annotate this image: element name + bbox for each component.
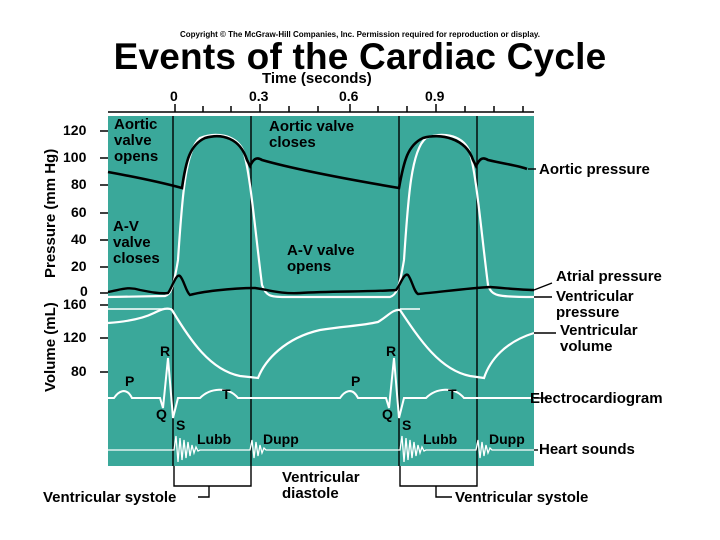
pressure-tick-80: 80 <box>71 176 87 192</box>
lubb-label-2: Lubb <box>423 431 458 447</box>
av-valve-opens-label: A-V valve opens <box>287 242 355 275</box>
ecg-s-wave-2: S <box>402 417 412 433</box>
time-tick-0-9: 0.9 <box>425 88 445 104</box>
ventricular-diastole-label: Ventricular diastole <box>282 469 360 502</box>
volume-axis-label: Volume (mL) <box>42 302 59 392</box>
aortic-valve-closes-label: Aortic valve closes <box>269 118 355 151</box>
pressure-tick-40: 40 <box>71 231 87 247</box>
pressure-tick-0: 0 <box>80 283 88 299</box>
volume-tick-120: 120 <box>63 329 87 345</box>
electrocardiogram-label: Electrocardiogram <box>530 390 663 407</box>
ecg-r-wave-1: R <box>160 343 171 359</box>
ventricular-systole-label-1: Ventricular systole <box>43 489 177 506</box>
time-tick-0-6: 0.6 <box>339 88 359 104</box>
time-tick-0-3: 0.3 <box>249 88 269 104</box>
heart-sounds-label: Heart sounds <box>539 441 635 458</box>
pressure-tick-20: 20 <box>71 258 87 274</box>
ecg-q-wave-1: Q <box>156 406 167 422</box>
av-valve-closes-label: A-V valve closes <box>113 218 160 267</box>
lubb-label-1: Lubb <box>197 431 232 447</box>
time-tick-0: 0 <box>170 88 178 104</box>
ventricular-pressure-label: Ventricular pressure <box>556 288 634 321</box>
time-axis-label: Time (seconds) <box>262 70 372 87</box>
copyright-notice: Copyright © The McGraw-Hill Companies, I… <box>179 30 541 39</box>
pressure-tick-60: 60 <box>71 204 87 220</box>
aortic-valve-opens-label: Aortic valve opens <box>114 116 159 165</box>
ecg-t-wave-2: T <box>448 386 457 402</box>
aortic-pressure-label: Aortic pressure <box>539 161 650 178</box>
phase-brackets <box>173 466 478 498</box>
ventricular-pressure-trace <box>107 133 535 299</box>
ventricular-volume-label: Ventricular volume <box>560 322 638 355</box>
ecg-p-wave-1: P <box>125 373 135 389</box>
label-leaders <box>528 168 556 451</box>
heart-sounds-trace <box>108 435 534 463</box>
ventricular-systole-label-2: Ventricular systole <box>455 489 589 506</box>
ecg-trace <box>108 357 534 419</box>
atrial-pressure-trace <box>107 273 535 297</box>
atrial-pressure-label: Atrial pressure <box>556 268 662 285</box>
volume-tick-160: 160 <box>63 296 87 312</box>
ecg-s-wave-1: S <box>176 417 186 433</box>
dupp-label-2: Dupp <box>489 431 525 447</box>
aortic-pressure-trace <box>107 134 528 190</box>
pressure-axis-label: Pressure (mm Hg) <box>42 148 59 278</box>
ecg-q-wave-2: Q <box>382 406 393 422</box>
pressure-axis-ticks <box>100 130 108 373</box>
volume-tick-80: 80 <box>71 363 87 379</box>
pressure-tick-120: 120 <box>63 122 87 138</box>
ecg-t-wave-1: T <box>222 386 231 402</box>
page-title: Events of the Cardiac Cycle <box>113 36 607 77</box>
ecg-p-wave-2: P <box>351 373 361 389</box>
pressure-tick-100: 100 <box>63 149 87 165</box>
time-ruler <box>108 104 534 113</box>
ecg-r-wave-2: R <box>386 343 397 359</box>
dupp-label-1: Dupp <box>263 431 299 447</box>
